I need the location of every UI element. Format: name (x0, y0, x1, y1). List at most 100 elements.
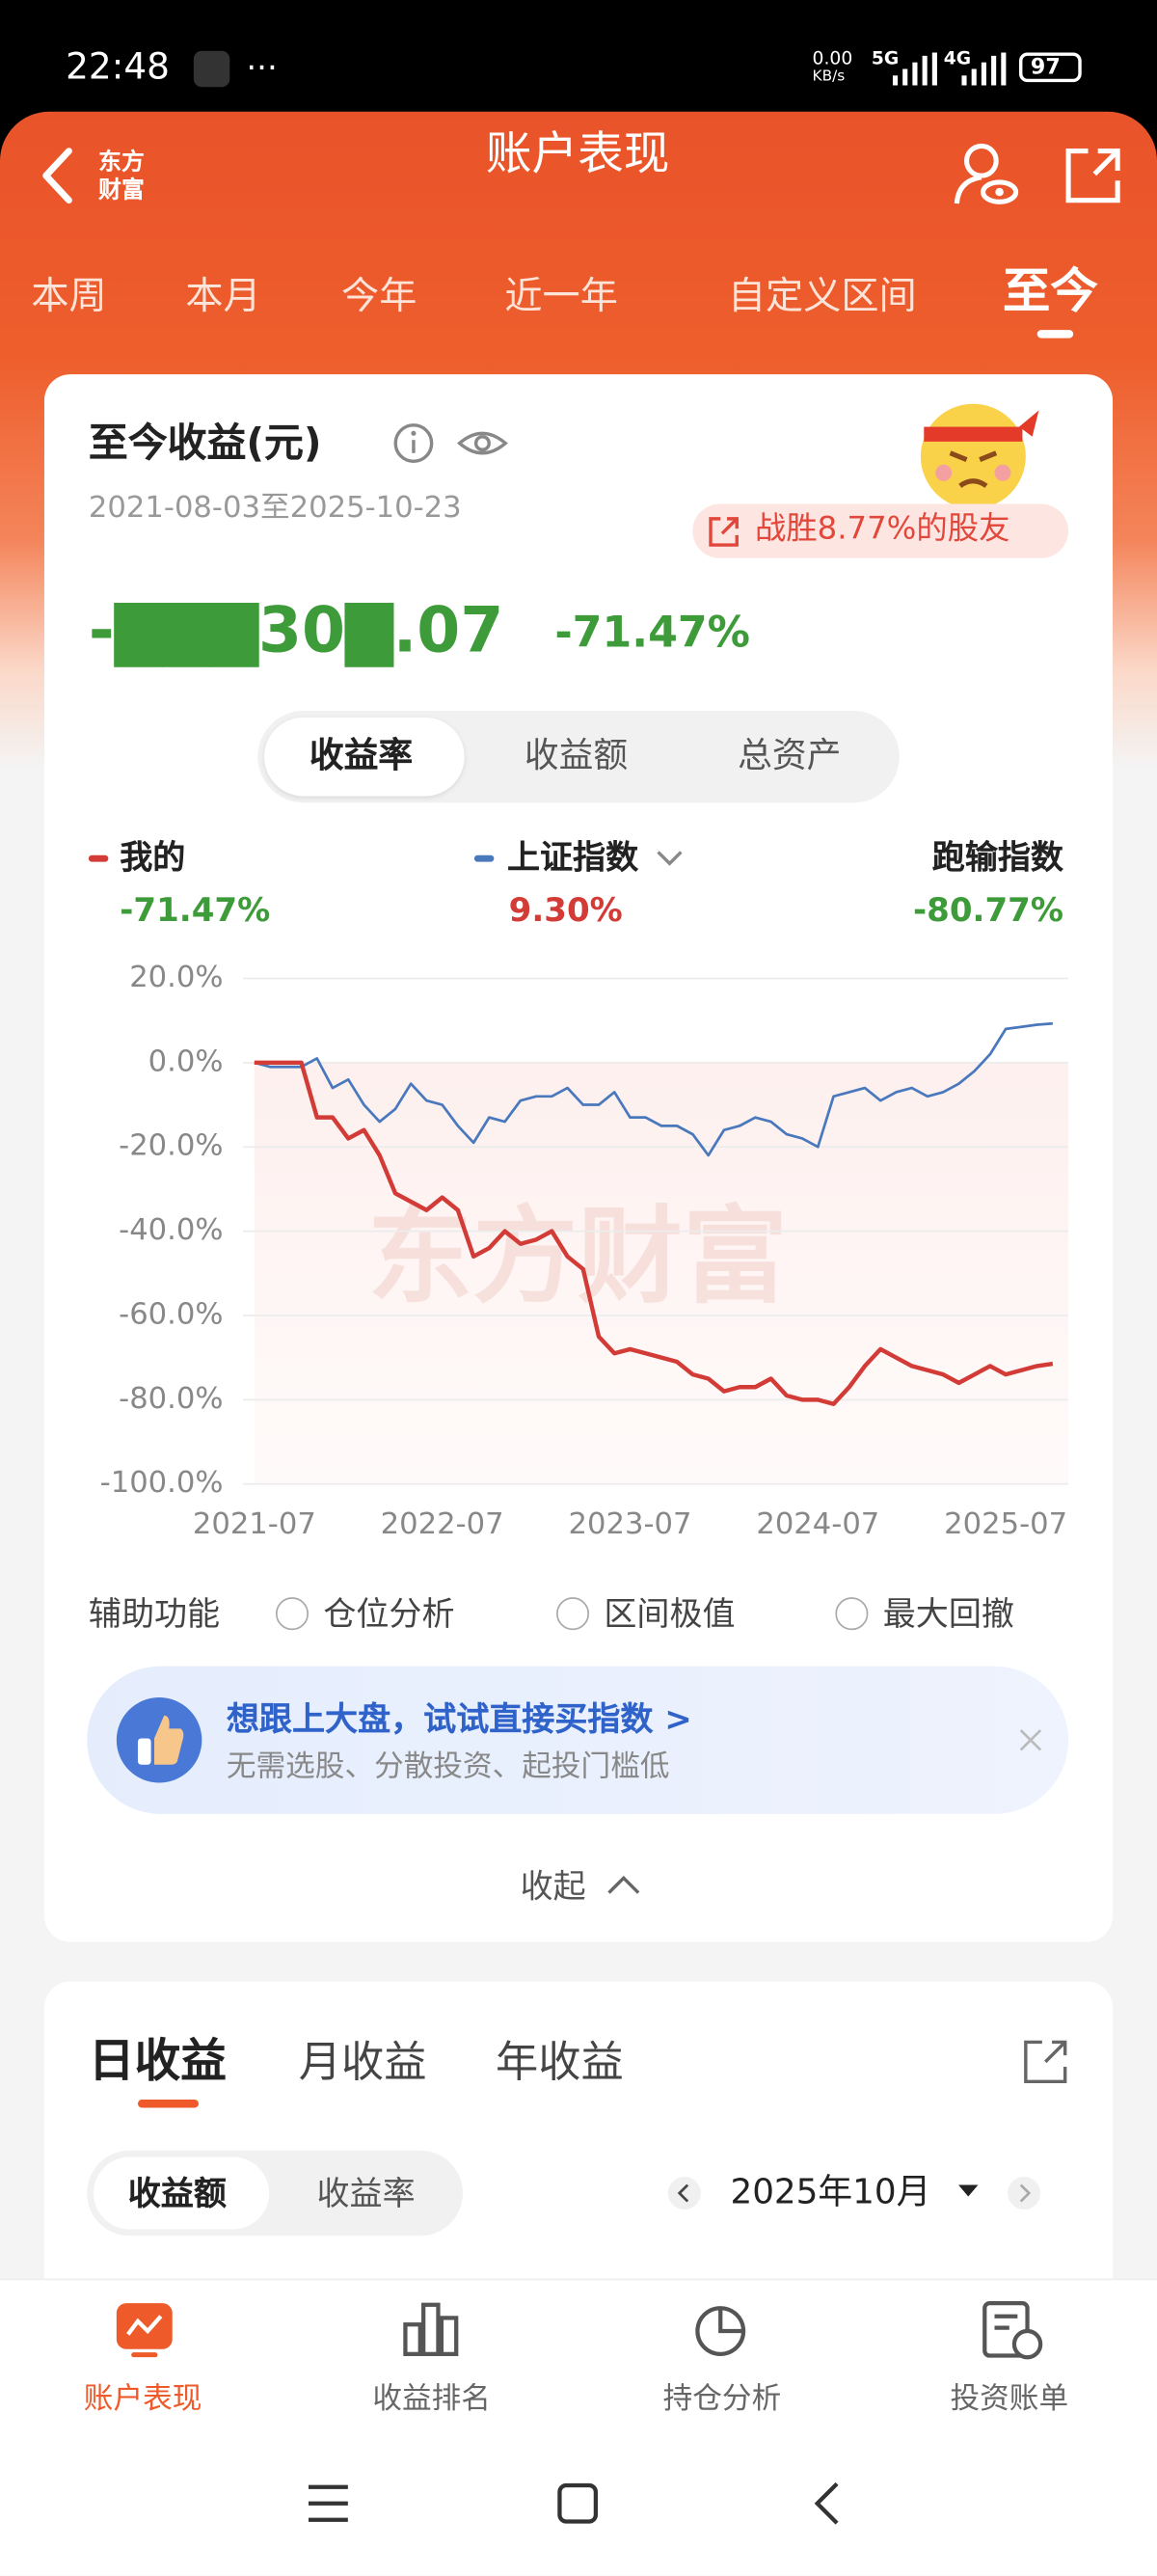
nav-label[interactable]: 收益排名 (372, 2381, 491, 2417)
x-tick-label: 2021-07 (193, 1507, 316, 1541)
promo-icon (116, 1697, 202, 1783)
legend-value: 9.30% (508, 889, 623, 930)
next-month[interactable] (1006, 2175, 1041, 2210)
bottom-nav (0, 2278, 1157, 2576)
period-tab[interactable]: 自定义区间 (727, 275, 917, 319)
share-icon[interactable] (1059, 141, 1127, 209)
period-tab[interactable]: 今年 (341, 275, 417, 319)
legend-swatch (473, 854, 495, 862)
back-button[interactable] (36, 145, 82, 207)
aux-label: 辅助功能 (88, 1593, 221, 1634)
close-button[interactable] (1017, 1727, 1043, 1753)
daily-tab[interactable]: 月收益 (298, 2039, 427, 2089)
battery-level: 97 (1030, 55, 1061, 81)
radio[interactable] (835, 1597, 869, 1631)
nav-icon[interactable] (692, 2301, 751, 2357)
segment-option[interactable]: 收益率 (316, 2173, 416, 2213)
y-tick-label: -80.0% (119, 1382, 223, 1416)
y-tick-label: 0.0% (148, 1044, 224, 1078)
profit-amount: -▇▇▇30▇.07 (88, 594, 504, 667)
network-4g: 4G (943, 47, 972, 69)
promo-title[interactable]: 想跟上大盘，试试直接买指数 > (226, 1698, 692, 1739)
badge-icon (709, 517, 739, 547)
period-tab[interactable]: 本月 (185, 275, 261, 319)
nav-label[interactable]: 投资账单 (950, 2381, 1069, 2417)
y-tick-label: -20.0% (119, 1129, 223, 1163)
share-icon[interactable] (1021, 2036, 1073, 2088)
nav-icon-active[interactable] (115, 2301, 174, 2358)
radio[interactable] (556, 1597, 590, 1631)
series-line (254, 1060, 1054, 1406)
segment-option[interactable]: 总资产 (738, 735, 842, 775)
aux-option[interactable]: 区间极值 (604, 1593, 736, 1634)
y-tick-label: -100.0% (100, 1466, 224, 1500)
info-eye-icons[interactable] (390, 420, 522, 467)
x-tick-label: 2025-07 (944, 1507, 1067, 1541)
aux-option[interactable]: 最大回撤 (882, 1593, 1014, 1634)
daily-tab[interactable]: 年收益 (496, 2039, 624, 2089)
legend-value: -71.47% (120, 889, 271, 930)
net-speed-unit: KB/s (812, 68, 846, 86)
underperform-label: 跑输指数 (931, 837, 1063, 877)
legend-label: 我的 (120, 837, 186, 877)
period-tab[interactable]: 本周 (31, 275, 107, 319)
period-tab-active[interactable]: 至今 (1002, 262, 1098, 319)
page-title: 账户表现 (485, 126, 670, 181)
legend-label[interactable]: 上证指数 (506, 837, 639, 877)
nav-label[interactable]: 持仓分析 (662, 2381, 782, 2417)
system-menu[interactable] (306, 2482, 352, 2525)
segment-selected (264, 717, 465, 797)
signal-icon (892, 52, 937, 86)
aux-option[interactable]: 仓位分析 (323, 1593, 455, 1634)
x-tick-label: 2024-07 (756, 1507, 879, 1541)
profit-rate: -71.47% (554, 609, 751, 659)
segment-selected (94, 2156, 270, 2230)
promo-banner[interactable] (87, 1666, 1069, 1814)
return-chart: 东方财富 20.0% 0.0% -20.0% -40.0% -60.0% -80.0% -1… (100, 961, 1069, 1541)
battery (1019, 52, 1082, 83)
y-tick-label: -40.0% (119, 1213, 223, 1247)
tab-indicator (137, 2100, 199, 2108)
net-speed: 0.00 (812, 47, 853, 69)
network-5g: 5G (871, 47, 900, 69)
month-dropdown[interactable] (956, 2183, 980, 2200)
prev-month[interactable] (666, 2175, 702, 2210)
segment-option[interactable]: 收益额 (127, 2173, 227, 2213)
daily-tab-active[interactable]: 日收益 (88, 2033, 227, 2089)
more-dots: ··· (246, 47, 278, 88)
plot-shade (254, 1062, 1069, 1484)
summary-period: 2021-08-03至2025-10-23 (88, 490, 462, 526)
rank-text: 战胜8.77%的股友 (754, 510, 1010, 547)
collapse-chevron[interactable] (605, 1871, 641, 1897)
nav-icon[interactable] (402, 2301, 461, 2357)
month-picker[interactable]: 2025年10月 (730, 2171, 931, 2211)
legend-swatch (88, 854, 109, 862)
series-line (254, 1021, 1053, 1157)
nav-label-active[interactable]: 账户表现 (83, 2381, 202, 2417)
system-back[interactable] (811, 2481, 844, 2527)
clock: 22:48 (66, 47, 171, 89)
rank-badge[interactable] (692, 503, 1069, 558)
segment-option[interactable]: 收益额 (524, 735, 629, 775)
x-tick-label: 2023-07 (569, 1507, 692, 1541)
tab-indicator (1036, 330, 1074, 339)
y-tick-label: -60.0% (119, 1297, 223, 1331)
radio[interactable] (275, 1597, 309, 1631)
segment-option[interactable]: 收益率 (309, 735, 414, 775)
nav-icon[interactable] (980, 2298, 1045, 2361)
logo-text: 东方 (98, 149, 145, 176)
mascot (920, 403, 1039, 509)
signal-icon (961, 52, 1007, 86)
period-tab[interactable]: 近一年 (504, 275, 618, 319)
x-tick-label: 2022-07 (381, 1507, 504, 1541)
dropdown-chevron[interactable] (655, 847, 685, 870)
promo-subtitle: 无需选股、分散投资、起投门槛低 (226, 1749, 670, 1785)
notification-icon (193, 50, 230, 88)
watermark: 东方财富 (367, 1195, 788, 1317)
collapse-toggle[interactable]: 收起 (520, 1866, 586, 1907)
y-tick-label: 20.0% (129, 961, 223, 994)
watch-icon[interactable] (952, 141, 1020, 209)
system-home[interactable] (556, 2482, 599, 2525)
summary-title: 至今收益(元) (88, 420, 322, 467)
